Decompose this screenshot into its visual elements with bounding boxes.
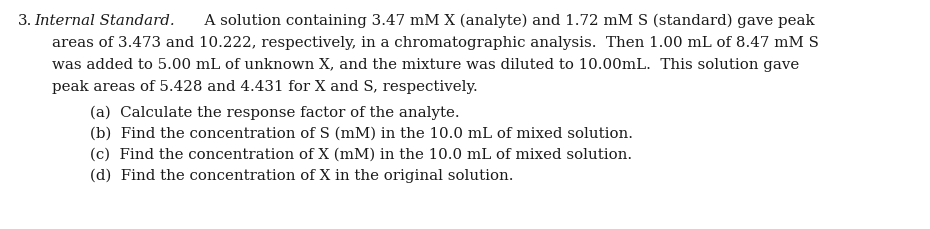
Text: areas of 3.473 and 10.222, respectively, in a chromatographic analysis.  Then 1.: areas of 3.473 and 10.222, respectively,… [52, 36, 819, 50]
Text: (a)  Calculate the response factor of the analyte.: (a) Calculate the response factor of the… [90, 106, 459, 120]
Text: (c)  Find the concentration of X (mM) in the 10.0 mL of mixed solution.: (c) Find the concentration of X (mM) in … [90, 147, 632, 161]
Text: (b)  Find the concentration of S (mM) in the 10.0 mL of mixed solution.: (b) Find the concentration of S (mM) in … [90, 126, 633, 140]
Text: Internal Standard.: Internal Standard. [34, 14, 175, 28]
Text: A solution containing 3.47 mM X (analyte) and 1.72 mM S (standard) gave peak: A solution containing 3.47 mM X (analyte… [195, 14, 815, 28]
Text: 3.: 3. [18, 14, 33, 28]
Text: (d)  Find the concentration of X in the original solution.: (d) Find the concentration of X in the o… [90, 168, 513, 183]
Text: peak areas of 5.428 and 4.431 for X and S, respectively.: peak areas of 5.428 and 4.431 for X and … [52, 80, 478, 94]
Text: was added to 5.00 mL of unknown X, and the mixture was diluted to 10.00mL.  This: was added to 5.00 mL of unknown X, and t… [52, 58, 799, 72]
